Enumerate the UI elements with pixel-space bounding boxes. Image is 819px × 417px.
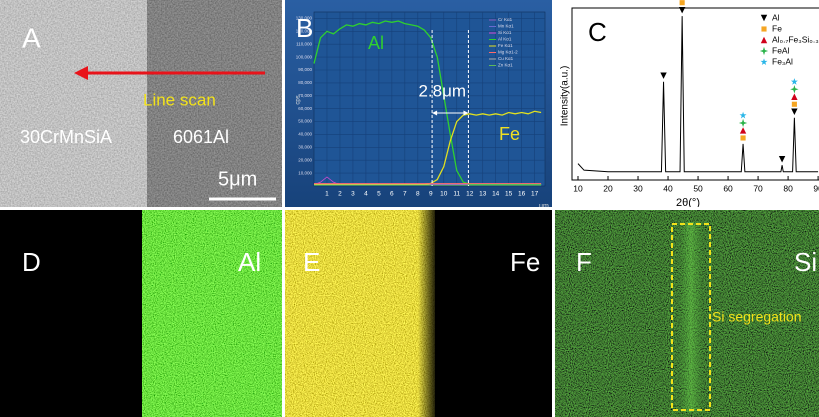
y-axis-label: Intensity(a.u.) — [560, 66, 571, 127]
al-annotation: Al — [368, 33, 384, 53]
x-tick-label: 13 — [479, 191, 487, 198]
segregation-band — [678, 222, 704, 412]
y-tick-label: 100,000 — [296, 54, 313, 59]
x-tick-label: 50 — [693, 183, 703, 193]
peak-marker — [792, 102, 797, 107]
x-tick-label: 17 — [531, 191, 539, 198]
x-tick-label: 11 — [453, 191, 460, 198]
segregation-label: Si segregation — [712, 309, 802, 325]
x-tick-label: 8 — [416, 191, 420, 198]
y-tick-label: 80,000 — [298, 80, 312, 85]
legend-label: Fe — [772, 23, 782, 33]
legend-marker — [761, 26, 766, 31]
legend-label: Mg Kα1-2 — [498, 50, 518, 55]
x-tick-label: 60 — [723, 183, 733, 193]
al-map-region — [142, 210, 282, 417]
legend-label: Si Kα1 — [498, 30, 512, 35]
legend-label: Cu Kα1 — [498, 56, 514, 61]
x-tick-label: 5 — [377, 191, 381, 198]
x-tick-label: 15 — [505, 191, 513, 198]
x-tick-label: 1 — [325, 191, 329, 198]
legend-label: Cr Kα1 — [498, 17, 513, 22]
scale-bar-label: 5μm — [218, 168, 257, 190]
body: {"panels": { "a": {"letter": "A", "steel… — [0, 0, 819, 417]
x-tick-label: 2 — [338, 191, 342, 198]
figure: A Line scan 30CrMnSiA 6061Al 5μm 10,0002… — [0, 0, 819, 417]
x-tick-label: 3 — [351, 191, 355, 198]
x-tick-label: 7 — [403, 191, 407, 198]
interval-label: 2.8μm — [418, 81, 466, 100]
element-label: Fe — [510, 247, 540, 277]
x-tick-label: 14 — [492, 191, 500, 198]
legend-label: Fe Kα1 — [498, 43, 513, 48]
panel-letter: A — [22, 22, 41, 53]
legend-label: Fe₃Al — [772, 56, 793, 66]
x-tick-label: 9 — [429, 191, 433, 198]
page: html, body { margin: 0; padding: 0; widt… — [0, 0, 819, 417]
x-tick-label: 4 — [364, 191, 368, 198]
y-tick-label: 60,000 — [298, 106, 312, 111]
legend-label: Al — [772, 12, 780, 22]
peak-marker — [741, 135, 746, 140]
map-fade — [418, 210, 438, 417]
steel-label: 30CrMnSiA — [20, 127, 112, 147]
peak-marker — [680, 0, 685, 5]
legend-label: Mn Kα1 — [498, 24, 514, 29]
element-label: Al — [238, 247, 261, 277]
panel-letter: F — [576, 247, 592, 277]
y-tick-label: 40,000 — [298, 132, 312, 137]
panel-letter: D — [22, 247, 41, 277]
alloy-label: 6061Al — [173, 127, 229, 147]
y-axis-label: cps — [296, 95, 302, 104]
y-tick-label: 20,000 — [298, 157, 312, 162]
x-tick-label: 30 — [633, 183, 643, 193]
x-tick-label: 70 — [753, 183, 763, 193]
y-tick-label: 90,000 — [298, 67, 312, 72]
x-tick-label: 20 — [603, 183, 613, 193]
legend-label: FeAl — [772, 45, 790, 55]
x-tick-label: 40 — [663, 183, 673, 193]
panel-gap — [0, 207, 819, 210]
y-tick-label: 30,000 — [298, 145, 312, 150]
panel-letter: B — [296, 13, 313, 43]
y-tick-label: 50,000 — [298, 119, 312, 124]
x-tick-label: 10 — [440, 191, 448, 198]
fe-map-region — [285, 210, 435, 417]
legend-label: Al Kα1 — [498, 37, 512, 42]
line-scan-label: Line scan — [143, 90, 216, 109]
panel-letter: C — [588, 17, 607, 47]
x-tick-label: 6 — [390, 191, 394, 198]
legend-label: Zn Kα1 — [498, 63, 513, 68]
x-tick-label: 90 — [813, 183, 819, 193]
x-tick-label: 12 — [466, 191, 474, 198]
element-label: Si — [794, 247, 817, 277]
x-tick-label: 80 — [783, 183, 793, 193]
line-scan-chart: 10,00020,00030,00040,00050,00060,00070,0… — [296, 12, 545, 198]
panel-letter: E — [303, 247, 320, 277]
x-tick-label: 16 — [518, 191, 526, 198]
fe-annotation: Fe — [499, 124, 520, 144]
legend-label: Al₀.₇Fe₃Si₀.₃ — [772, 34, 819, 44]
x-tick-label: 10 — [573, 183, 583, 193]
map-background — [0, 210, 142, 417]
y-tick-label: 10,000 — [298, 170, 312, 175]
